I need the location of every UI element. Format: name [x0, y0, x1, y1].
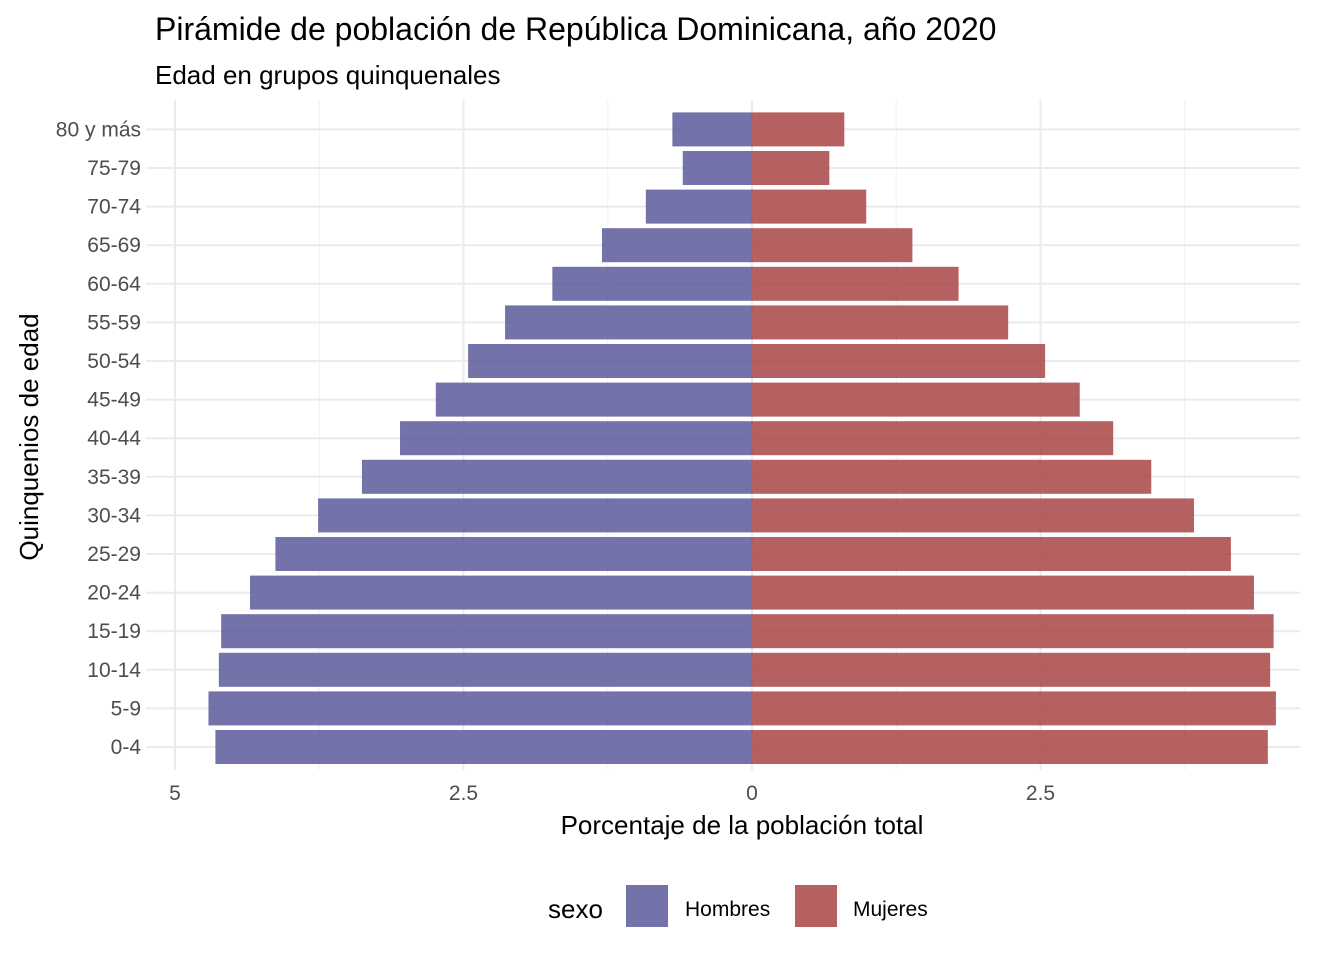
y-tick-label: 10-14 — [87, 659, 141, 682]
bar-mujeres-0-4 — [752, 730, 1268, 764]
y-tick-label: 55-59 — [87, 311, 141, 334]
bar-mujeres-75-79 — [752, 151, 830, 185]
bar-mujeres-60-64 — [752, 266, 959, 301]
bar-mujeres-45-49 — [752, 382, 1080, 417]
bar-mujeres-5-9 — [752, 691, 1276, 726]
bar-hombres-35-39 — [361, 459, 752, 494]
bar-hombres-5-9 — [208, 691, 752, 726]
y-tick-label: 5-9 — [111, 697, 141, 720]
y-tick-label: 80 y más — [56, 118, 141, 141]
bar-mujeres-65-69 — [752, 228, 913, 263]
x-axis-title: Porcentaje de la población total — [561, 810, 924, 840]
y-tick-label: 65-69 — [87, 234, 141, 257]
bar-hombres-15-19 — [221, 614, 752, 649]
y-tick-label: 15-19 — [87, 620, 141, 643]
bar-mujeres-15-19 — [752, 614, 1274, 649]
y-tick-label: 0-4 — [111, 736, 142, 759]
bar-hombres-40-44 — [400, 421, 752, 456]
y-tick-label: 25-29 — [87, 543, 141, 566]
y-tick-label: 30-34 — [87, 504, 141, 527]
y-axis-title: Quinquenios de edad — [14, 313, 44, 560]
legend-key-mujeres — [795, 885, 837, 927]
bar-hombres-20-24 — [250, 575, 752, 610]
legend-title: sexo — [548, 894, 603, 924]
bar-mujeres-35-39 — [752, 459, 1152, 494]
y-tick-label: 60-64 — [87, 273, 141, 296]
legend-label-mujeres: Mujeres — [853, 898, 928, 921]
legend-label-hombres: Hombres — [685, 898, 770, 921]
x-tick-label: 2.5 — [1026, 782, 1055, 805]
y-tick-label: 45-49 — [87, 389, 141, 412]
bar-hombres-45-49 — [435, 382, 752, 417]
bar-hombres-75-79 — [682, 151, 752, 185]
bar-hombres-10-14 — [218, 652, 753, 687]
bar-mujeres-55-59 — [752, 305, 1009, 340]
y-tick-label: 70-74 — [87, 196, 141, 219]
bar-hombres-80 y más — [672, 112, 752, 147]
bar-hombres-30-34 — [318, 498, 752, 533]
bar-mujeres-25-29 — [752, 537, 1231, 571]
chart-title: Pirámide de población de República Domin… — [155, 11, 996, 47]
bar-hombres-50-54 — [468, 344, 752, 378]
bar-mujeres-10-14 — [752, 652, 1271, 687]
chart-subtitle: Edad en grupos quinquenales — [155, 60, 501, 90]
bar-hombres-0-4 — [215, 730, 752, 764]
bar-mujeres-80 y más — [752, 112, 845, 147]
x-tick-label: 2.5 — [449, 782, 478, 805]
bars — [208, 112, 1276, 764]
y-tick-label: 40-44 — [87, 427, 141, 450]
x-tick-label: 0 — [746, 782, 758, 805]
bar-mujeres-40-44 — [752, 421, 1114, 456]
y-tick-label: 20-24 — [87, 582, 141, 605]
bar-hombres-70-74 — [645, 189, 752, 224]
bar-hombres-60-64 — [552, 266, 752, 301]
y-tick-labels: 0-4 5-9 10-14 15-19 20-24 25-29 30-34 35-39 40-4… — [56, 118, 142, 759]
bar-mujeres-70-74 — [752, 189, 867, 224]
bar-hombres-55-59 — [505, 305, 752, 340]
legend-key-hombres — [626, 885, 668, 927]
bar-mujeres-30-34 — [752, 498, 1194, 533]
bar-mujeres-20-24 — [752, 575, 1254, 610]
legend: sexo Hombres Mujeres — [548, 885, 928, 927]
bar-hombres-65-69 — [601, 228, 752, 263]
y-tick-label: 35-39 — [87, 466, 141, 489]
x-tick-labels: 5 2.5 0 2.5 — [169, 782, 1055, 805]
bar-mujeres-50-54 — [752, 344, 1046, 378]
y-tick-label: 75-79 — [87, 157, 141, 180]
x-tick-label: 5 — [169, 782, 181, 805]
y-tick-label: 50-54 — [87, 350, 141, 373]
bar-hombres-25-29 — [275, 537, 752, 571]
